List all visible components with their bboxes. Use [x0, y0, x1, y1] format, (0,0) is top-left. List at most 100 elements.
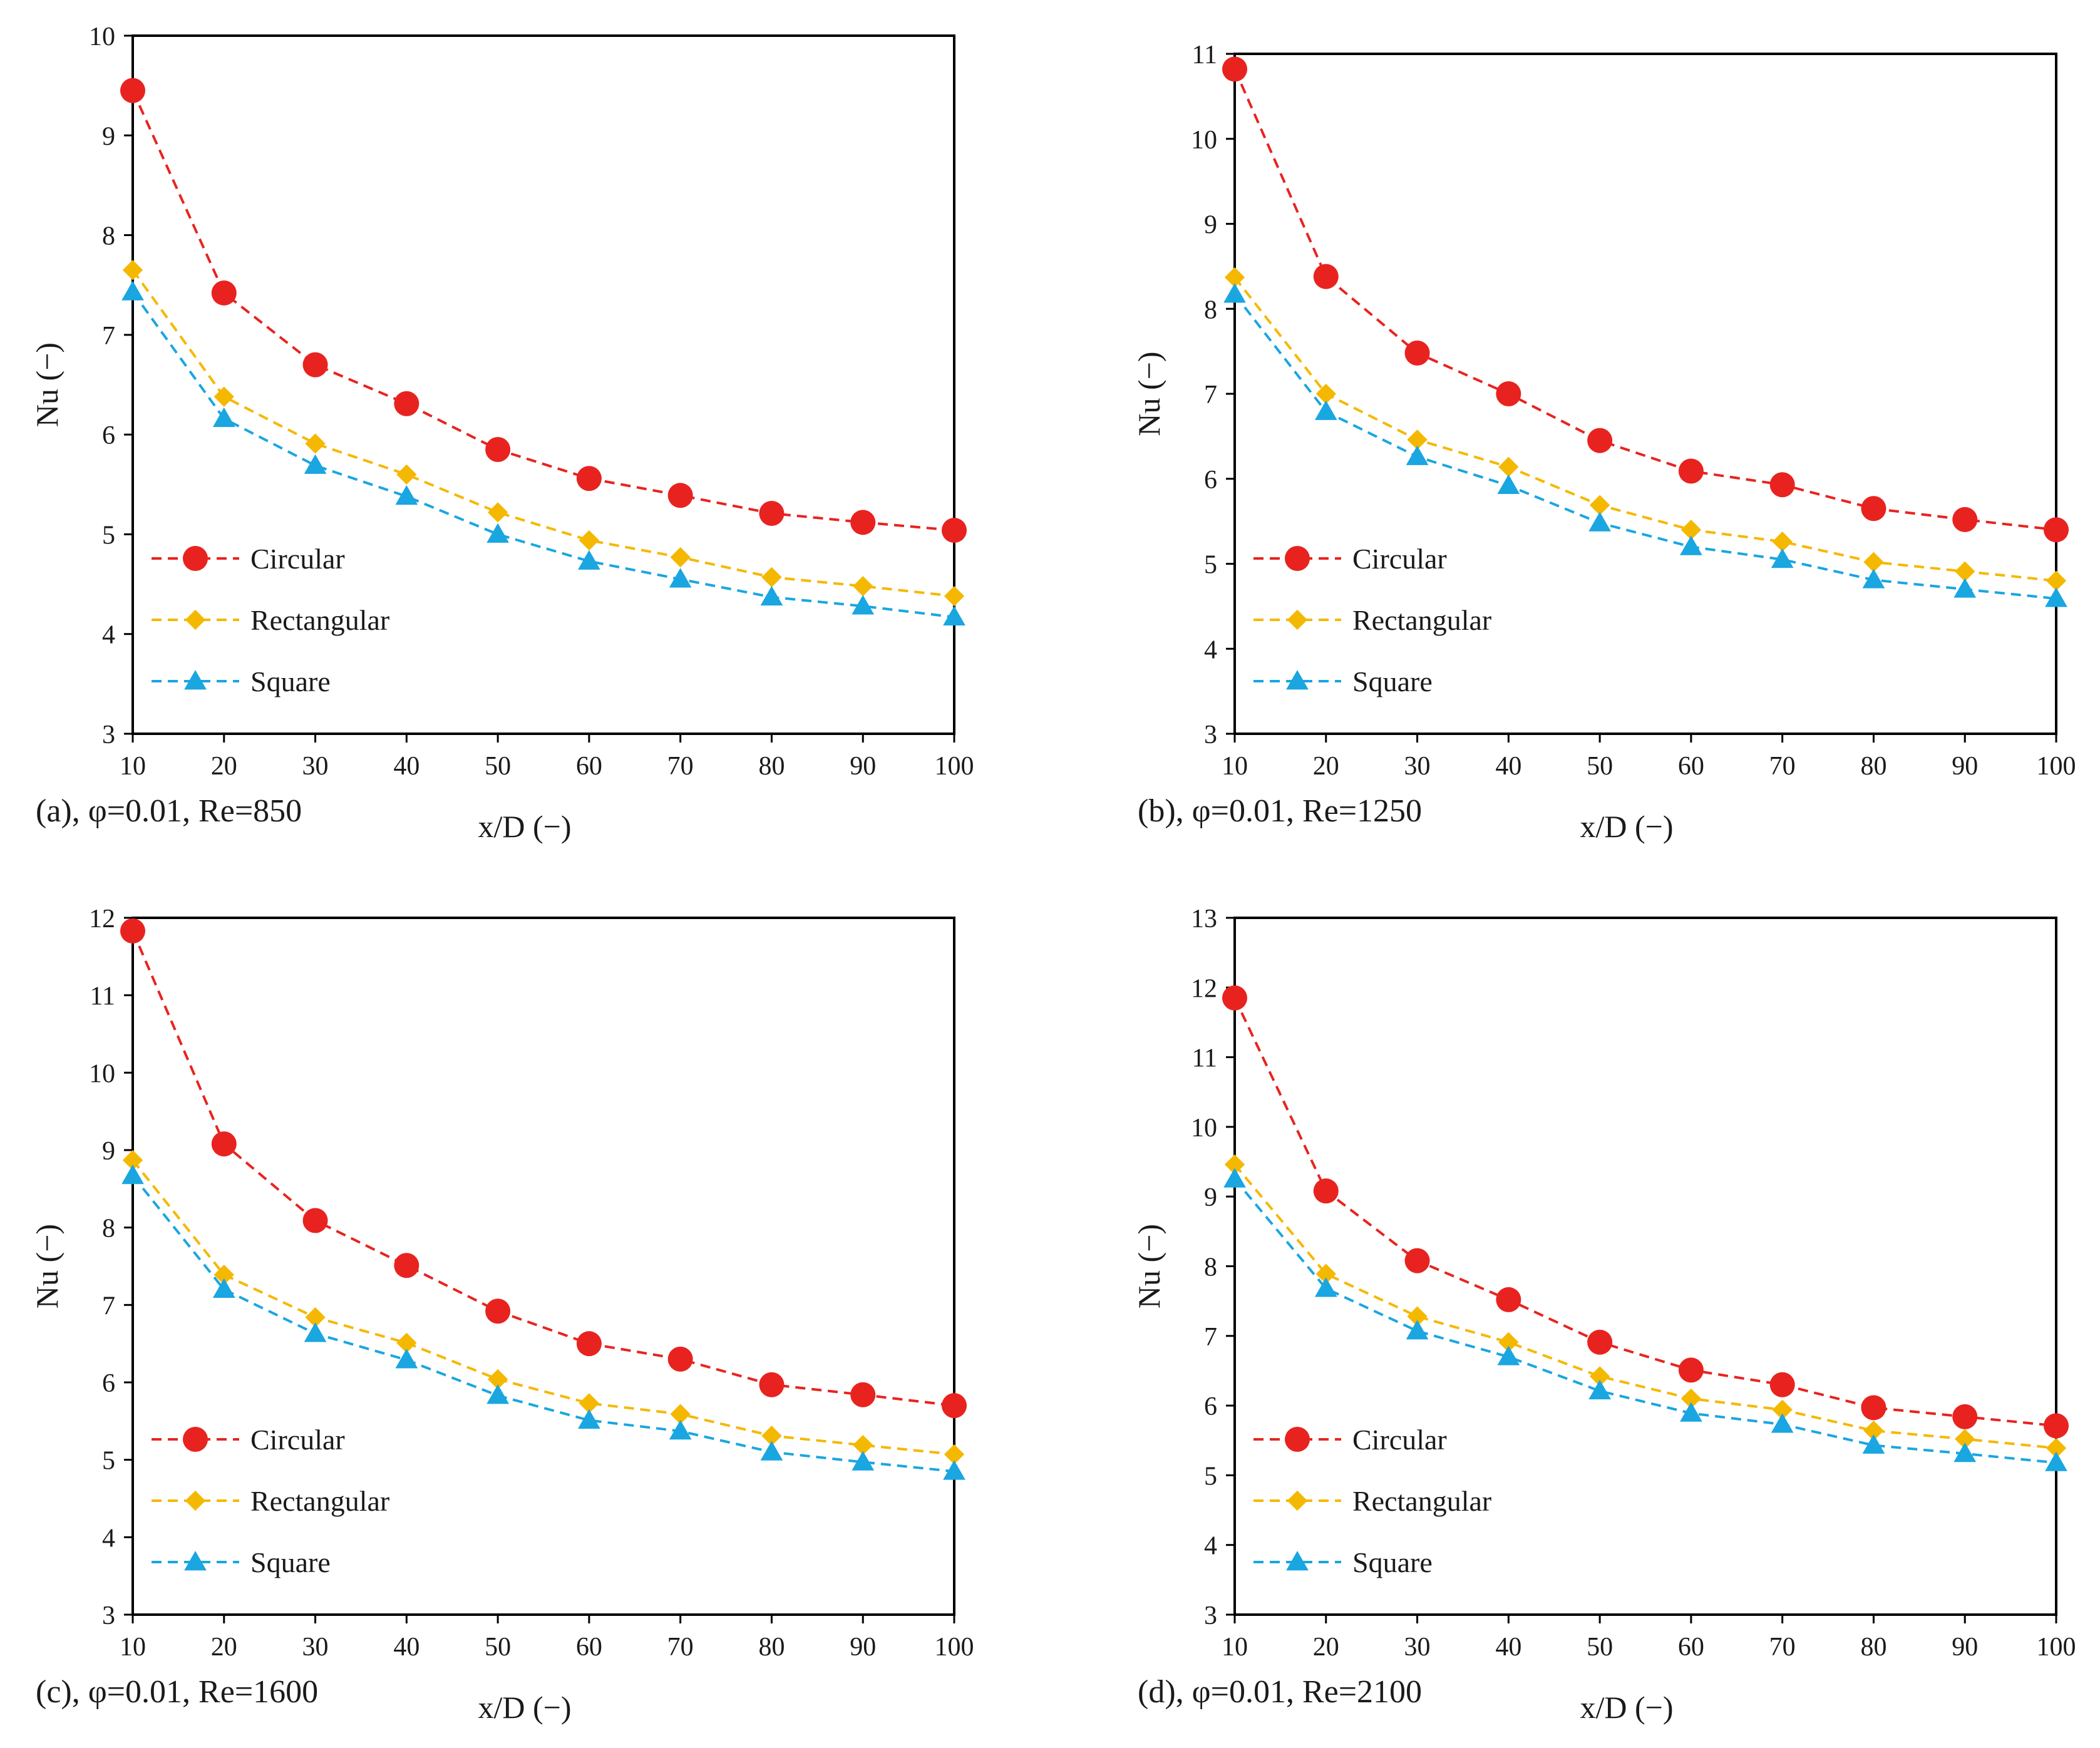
chart-panel-d: 3 4 5 6 7 8 9 10 11 12 13 10 20 30 40 50 60 70 80 90 100 Nu (…: [1131, 905, 2076, 1725]
data-point: [214, 386, 234, 407]
y-tick-label: 7: [1204, 1323, 1217, 1352]
data-point: [1955, 561, 1975, 582]
chart-panel-c: 3 4 5 6 7 8 9 10 11 12 10 20 30 40 50 60 70 80 90 100 Nu (−)…: [29, 905, 974, 1725]
data-point: [579, 1393, 600, 1414]
data-point: [1406, 1320, 1429, 1340]
data-point: [670, 1404, 691, 1424]
x-axis-title: x/D (−): [478, 809, 572, 844]
data-point: [1222, 56, 1247, 82]
x-tick-label: 10: [120, 1633, 146, 1662]
data-point: [394, 1253, 419, 1278]
data-point: [396, 1332, 417, 1354]
legend-marker: [185, 1490, 206, 1511]
data-point: [214, 1264, 234, 1285]
legend-label: Circular: [1352, 1424, 1447, 1456]
legend-label: Circular: [250, 543, 345, 575]
y-tick-label: 12: [1191, 974, 1217, 1003]
data-point: [1678, 1357, 1704, 1383]
data-point: [1315, 383, 1336, 404]
data-point: [944, 1444, 965, 1465]
data-point: [1588, 512, 1611, 532]
x-tick-label: 70: [1769, 752, 1796, 781]
x-tick-label: 10: [1222, 1633, 1248, 1662]
y-tick-label: 10: [89, 23, 115, 51]
data-point: [1861, 496, 1886, 522]
data-point: [1498, 456, 1519, 477]
legend-marker: [1285, 546, 1310, 571]
data-point: [853, 1435, 873, 1456]
x-tick-label: 90: [1952, 1633, 1978, 1662]
data-point: [487, 1369, 508, 1390]
x-tick-label: 70: [1769, 1633, 1796, 1662]
legend-marker: [1286, 1551, 1309, 1571]
legend-label: Square: [250, 666, 331, 697]
data-point: [1955, 1429, 1975, 1449]
y-tick-label: 3: [1204, 1601, 1217, 1630]
data-point: [1772, 1399, 1793, 1420]
data-point: [120, 78, 145, 103]
data-point: [1407, 429, 1428, 450]
legend-marker: [183, 1427, 208, 1452]
data-point: [578, 550, 600, 570]
data-point: [2045, 1451, 2067, 1471]
data-point: [212, 1278, 235, 1298]
y-tick-label: 13: [1191, 905, 1217, 933]
series-line: [131, 930, 955, 1407]
data-point: [305, 1307, 326, 1328]
data-point: [1772, 532, 1793, 552]
legend: Circular Rectangular Square: [1253, 543, 1491, 697]
data-point: [212, 407, 235, 428]
data-point: [1589, 495, 1610, 515]
data-point: [304, 1322, 327, 1342]
series-circular: [120, 78, 967, 543]
data-point: [394, 391, 419, 416]
series-circular: [1222, 56, 2069, 543]
data-point: [667, 1346, 693, 1372]
data-point: [669, 1420, 692, 1440]
data-point: [576, 466, 602, 491]
data-point: [1588, 1379, 1611, 1400]
data-point: [1862, 1434, 1885, 1454]
y-tick-label: 7: [102, 1292, 115, 1320]
data-point: [122, 1149, 143, 1171]
y-tick-label: 6: [102, 1369, 115, 1398]
data-point: [1861, 1395, 1886, 1421]
data-point: [1224, 267, 1245, 288]
data-point: [1681, 1388, 1702, 1409]
data-point: [2046, 570, 2067, 591]
x-tick-label: 100: [2037, 1633, 2076, 1662]
data-point: [1407, 1306, 1428, 1327]
legend-marker: [1285, 1427, 1310, 1452]
data-point: [395, 485, 418, 505]
data-point: [302, 352, 328, 378]
x-axis-title: x/D (−): [1580, 1690, 1674, 1725]
x-tick-label: 10: [120, 752, 146, 781]
data-point: [1681, 520, 1702, 540]
series-square: [121, 280, 965, 626]
data-point: [1952, 506, 1978, 532]
y-tick-label: 9: [102, 122, 115, 151]
data-point: [1589, 1366, 1610, 1387]
y-tick-label: 9: [102, 1137, 115, 1166]
data-point: [850, 510, 876, 535]
data-point: [486, 1384, 509, 1404]
data-point: [302, 1208, 328, 1233]
y-tick-label: 8: [1204, 1253, 1217, 1282]
x-tick-label: 40: [1495, 752, 1521, 781]
data-point: [670, 547, 691, 568]
y-tick-label: 7: [102, 322, 115, 351]
x-tick-label: 80: [758, 752, 785, 781]
chart-panel-a: 3 4 5 6 7 8 9 10 10 20 30 40 50 60 70 80 90 100 Nu (−) x/D …: [29, 23, 974, 844]
x-tick-label: 80: [758, 1633, 785, 1662]
plot-frame: [131, 34, 955, 735]
data-point: [1496, 381, 1521, 406]
data-point: [211, 280, 237, 306]
y-tick-label: 5: [1204, 1462, 1217, 1491]
data-point: [1678, 458, 1704, 484]
data-point: [1497, 474, 1520, 494]
series-square: [1223, 1168, 2067, 1471]
data-point: [760, 585, 783, 606]
data-point: [485, 1298, 511, 1324]
data-point: [1404, 340, 1430, 366]
x-tick-label: 60: [1678, 752, 1704, 781]
